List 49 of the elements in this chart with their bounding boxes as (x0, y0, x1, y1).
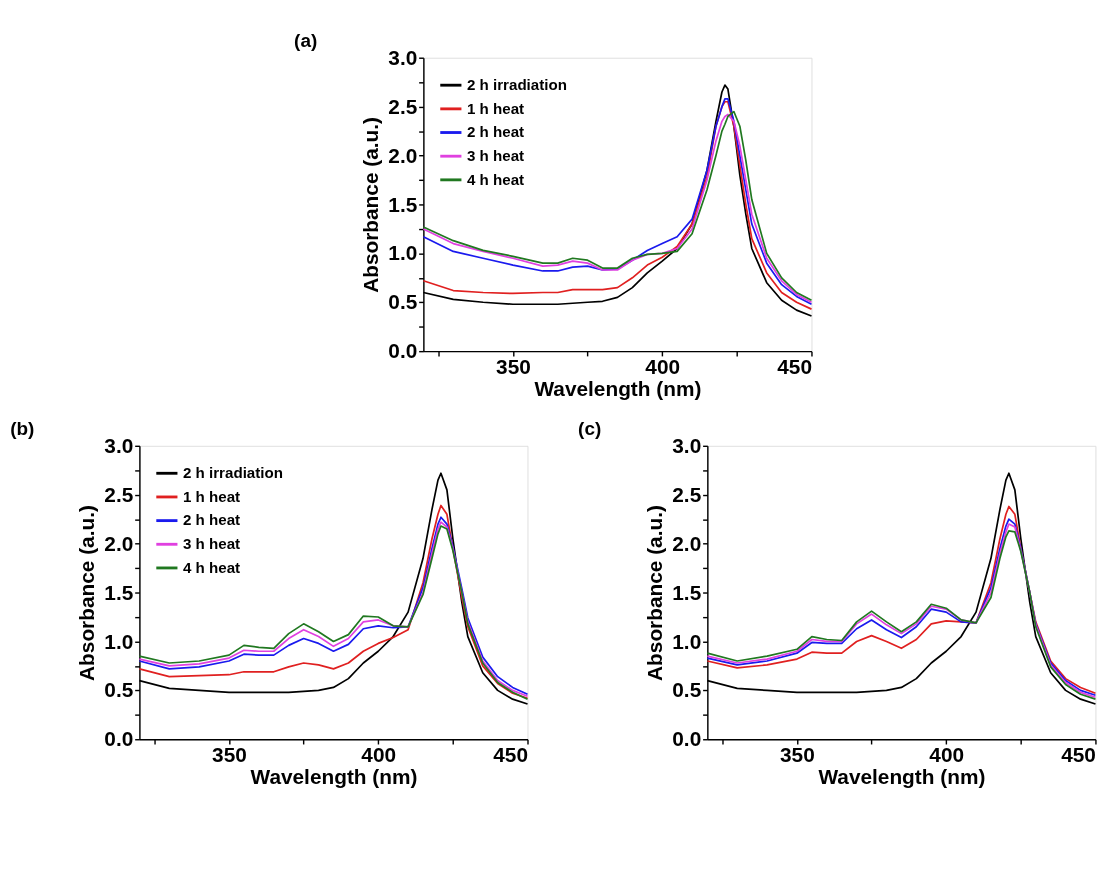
legend-label: 1 h heat (466, 99, 525, 117)
legend-label: 2 h heat (182, 511, 241, 529)
y-tick-label: 0.5 (388, 290, 418, 314)
y-tick-label: 2.0 (388, 143, 418, 167)
y-tick-label: 0.0 (104, 727, 134, 751)
legend-label: 3 h heat (466, 146, 525, 164)
legend-label: 1 h heat (182, 487, 241, 505)
y-tick-label: 0.5 (104, 678, 134, 702)
x-tick-label: 450 (493, 743, 528, 767)
chart-title: (a) (294, 30, 318, 52)
y-tick-label: 3.0 (388, 45, 418, 69)
y-tick-label: 1.0 (672, 629, 702, 653)
y-tick-label: 2.5 (104, 482, 134, 506)
y-tick-label: 0.5 (672, 678, 702, 702)
y-tick-label: 0.0 (672, 727, 702, 751)
y-tick-label: 0.0 (388, 339, 418, 363)
legend-label: 2 h heat (466, 123, 525, 141)
y-tick-label: 1.5 (388, 192, 418, 216)
y-tick-label: 2.5 (672, 482, 702, 506)
y-axis-title: Absorbance (a.u.) (74, 505, 98, 681)
y-axis-title: Absorbance (a.u.) (642, 505, 666, 681)
chart-title: (b) (10, 418, 35, 440)
legend-label: 2 h irradiation (182, 464, 283, 482)
legend-label: 4 h heat (182, 558, 241, 576)
x-tick-label: 450 (1061, 743, 1096, 767)
x-axis-title: Wavelength (nm) (250, 765, 418, 789)
legend-label: 2 h irradiation (466, 75, 567, 93)
x-tick-label: 350 (496, 355, 531, 379)
y-tick-label: 1.0 (388, 241, 418, 265)
x-tick-label: 450 (777, 355, 812, 379)
x-tick-label: 400 (929, 743, 965, 767)
chart-title: (c) (578, 418, 602, 440)
y-tick-label: 1.0 (104, 629, 134, 653)
y-tick-label: 2.5 (388, 94, 418, 118)
y-tick-label: 3.0 (104, 433, 134, 457)
x-tick-label: 400 (645, 355, 681, 379)
x-axis-title: Wavelength (nm) (818, 765, 986, 789)
y-tick-label: 2.0 (672, 531, 702, 555)
y-tick-label: 2.0 (104, 531, 134, 555)
x-tick-label: 350 (212, 743, 247, 767)
y-tick-label: 1.5 (104, 580, 134, 604)
x-tick-label: 350 (780, 743, 815, 767)
legend-label: 3 h heat (182, 535, 241, 553)
x-axis-title: Wavelength (nm) (534, 377, 702, 401)
y-tick-label: 3.0 (672, 433, 702, 457)
x-tick-label: 400 (361, 743, 397, 767)
legend-label: 4 h heat (466, 170, 525, 188)
y-tick-label: 1.5 (672, 580, 702, 604)
y-axis-title: Absorbance (a.u.) (358, 117, 382, 293)
